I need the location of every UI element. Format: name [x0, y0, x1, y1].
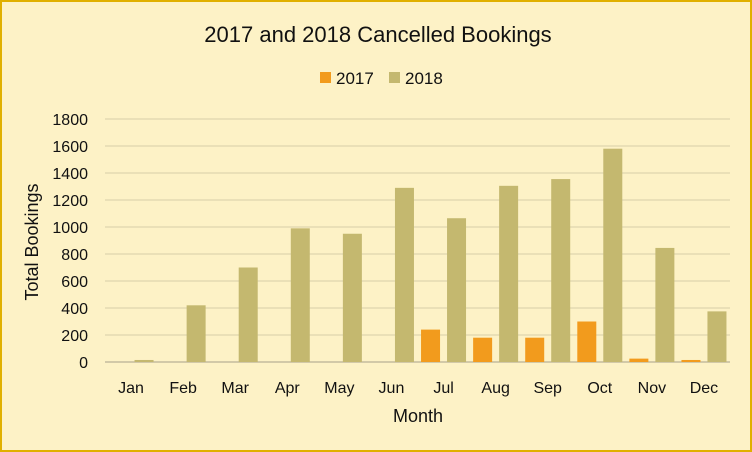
- x-tick-label: Jun: [379, 380, 405, 397]
- legend-label-2018: 2018: [405, 69, 443, 88]
- bar-2018-Sep: [551, 179, 571, 362]
- y-tick-label: 1000: [52, 220, 88, 237]
- y-tick-label: 0: [79, 355, 88, 372]
- bar-2018-Nov: [655, 247, 675, 362]
- x-tick-label: Oct: [587, 380, 612, 397]
- y-tick-label: 800: [61, 247, 88, 264]
- legend-swatch-2018: [389, 72, 400, 83]
- chart-title: 2017 and 2018 Cancelled Bookings: [204, 22, 551, 47]
- y-tick-label: 400: [61, 301, 88, 318]
- bar-2017-Nov: [629, 358, 649, 362]
- bar-2017-Oct: [577, 321, 597, 362]
- bar-2018-Mar: [238, 267, 258, 362]
- x-tick-label: Mar: [221, 380, 249, 397]
- y-axis-title: Total Bookings: [22, 183, 42, 300]
- bar-2018-Jun: [394, 187, 414, 362]
- y-tick-label: 200: [61, 328, 88, 345]
- bar-2018-Oct: [603, 148, 623, 362]
- x-axis-title: Month: [393, 406, 443, 426]
- y-tick-label: 1400: [52, 166, 88, 183]
- x-tick-label: Jan: [118, 380, 144, 397]
- y-tick-label: 1200: [52, 193, 88, 210]
- bar-2018-Jul: [447, 218, 467, 362]
- bar-2017-Dec: [681, 359, 701, 362]
- bar-2017-Sep: [525, 337, 545, 362]
- x-tick-label: Apr: [275, 380, 301, 397]
- bar-2018-Apr: [290, 228, 310, 362]
- legend-label-2017: 2017: [336, 69, 374, 88]
- bar-2017-Jul: [421, 329, 441, 362]
- x-tick-label: Nov: [638, 380, 666, 397]
- bar-2018-Feb: [186, 305, 206, 362]
- bar-2017-Aug: [473, 337, 493, 362]
- bar-2018-Aug: [499, 185, 519, 362]
- x-tick-label: Sep: [533, 380, 562, 397]
- y-tick-label: 1800: [52, 112, 88, 129]
- x-tick-label: Feb: [169, 380, 197, 397]
- y-axis-ticks: 0 200 400 600 800 1000 1200 1400 1600 1800: [52, 112, 88, 372]
- y-tick-label: 1600: [52, 139, 88, 156]
- bar-2018-May: [342, 233, 362, 362]
- y-tick-label: 600: [61, 274, 88, 291]
- bar-2018-Jan: [134, 359, 154, 362]
- x-tick-label: Aug: [481, 380, 509, 397]
- x-axis-ticks: Jan Feb Mar Apr May Jun Jul Aug Sep Oct Nov Dec: [118, 380, 718, 397]
- x-tick-label: May: [324, 380, 354, 397]
- x-tick-label: Jul: [433, 380, 453, 397]
- bar-2018-Dec: [707, 311, 727, 362]
- legend-swatch-2017: [320, 72, 331, 83]
- gridlines: [105, 118, 730, 363]
- legend: 2017 2018: [320, 69, 443, 88]
- x-tick-label: Dec: [690, 380, 718, 397]
- bars: [134, 148, 727, 362]
